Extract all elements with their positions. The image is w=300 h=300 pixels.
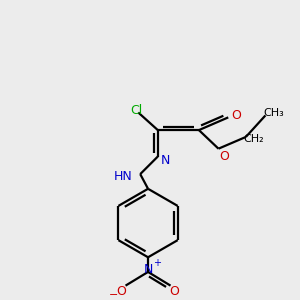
- Text: CH₂: CH₂: [243, 134, 264, 144]
- Text: CH₃: CH₃: [263, 109, 284, 118]
- Text: O: O: [117, 285, 127, 298]
- Text: Cl: Cl: [130, 104, 142, 117]
- Text: O: O: [219, 150, 229, 163]
- Text: O: O: [231, 109, 241, 122]
- Text: −: −: [109, 290, 119, 300]
- Text: +: +: [153, 258, 161, 268]
- Text: N: N: [143, 262, 153, 275]
- Text: HN: HN: [114, 169, 132, 183]
- Text: N: N: [161, 154, 170, 167]
- Text: O: O: [169, 285, 179, 298]
